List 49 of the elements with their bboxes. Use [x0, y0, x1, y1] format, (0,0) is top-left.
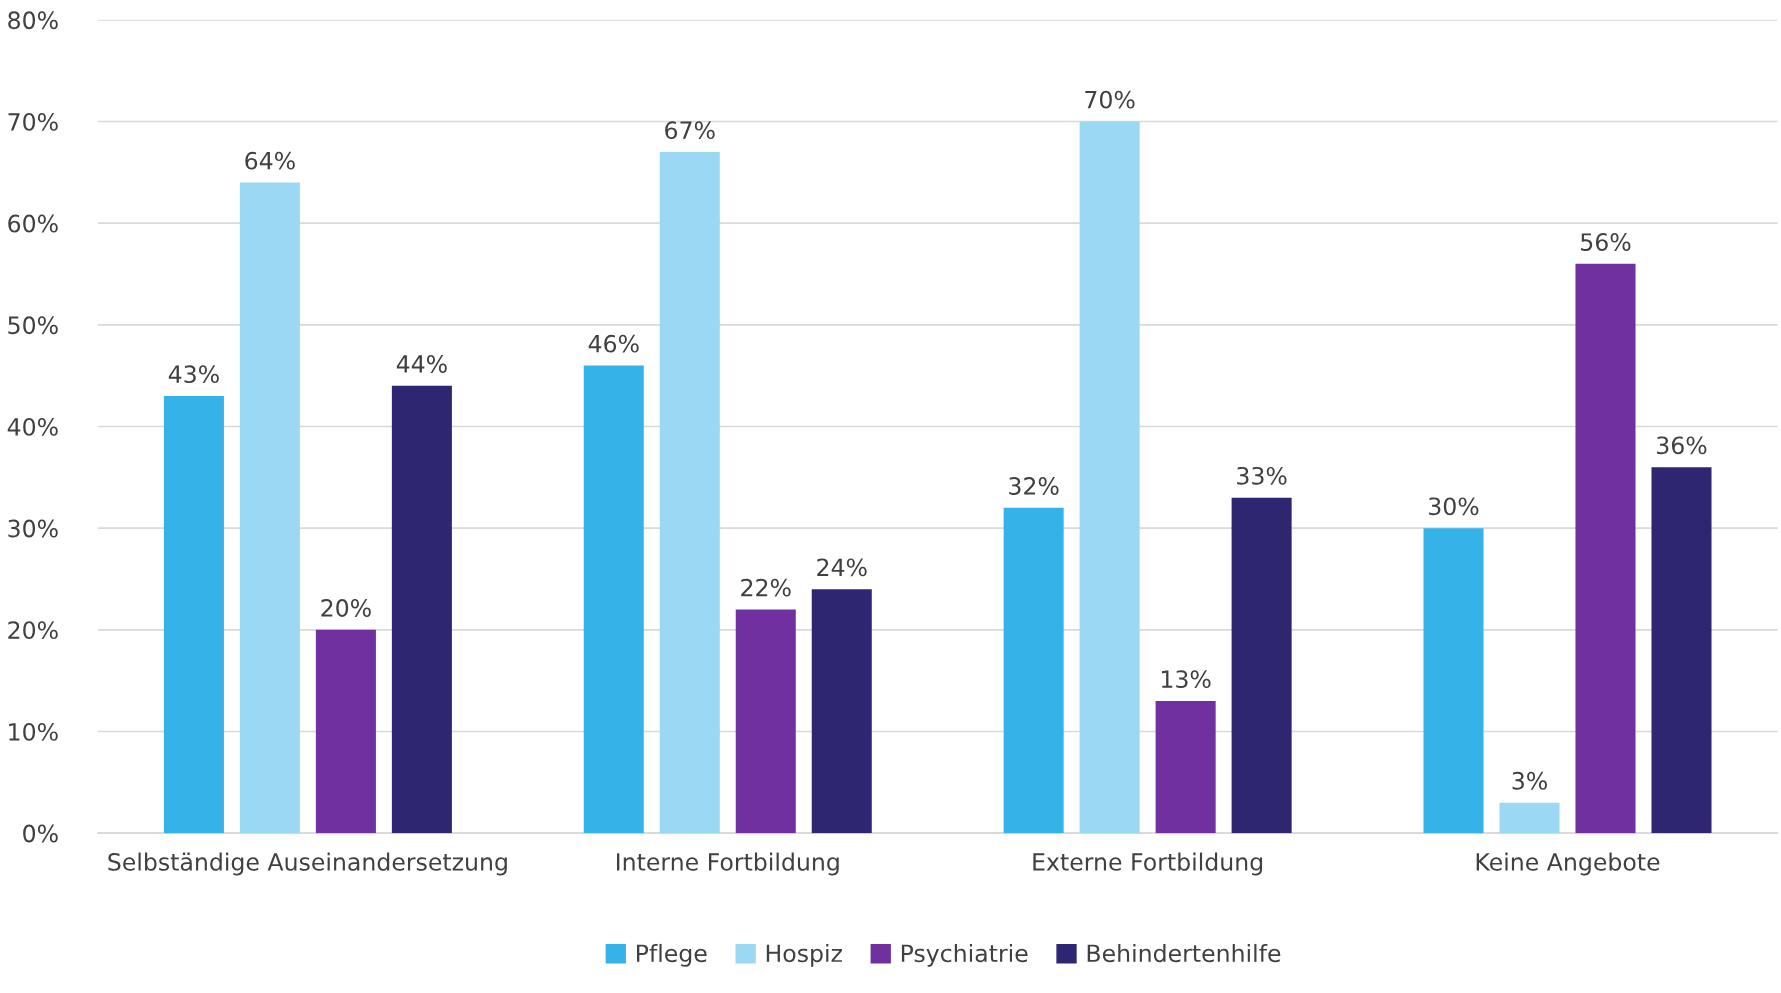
data-label: 13%: [1161, 670, 1211, 689]
bar: [1155, 700, 1216, 834]
data-label: 64%: [245, 151, 295, 170]
bar: [1651, 467, 1712, 834]
x-tick-label: Interne Fortbildung: [617, 852, 839, 876]
legend-label: Psychiatrie: [901, 943, 1028, 967]
bar: [163, 396, 224, 834]
bar: [239, 182, 300, 834]
legend-label: Pflege: [637, 943, 707, 967]
data-label: 24%: [817, 558, 867, 577]
data-label: 46%: [588, 334, 639, 353]
data-label: 22%: [741, 578, 791, 597]
bar: [1003, 507, 1064, 834]
bar: [659, 152, 720, 834]
y-tick-label: 40%: [7, 417, 58, 436]
bar: [315, 629, 376, 834]
y-tick-label: 20%: [8, 621, 58, 640]
data-label: 33%: [1237, 466, 1287, 485]
data-label: 3%: [1512, 771, 1547, 790]
data-label: 44%: [396, 355, 447, 373]
y-tick-label: 70%: [8, 112, 58, 131]
bar: [1575, 263, 1636, 834]
x-tick-label: Selbständige Auseinandersetzung: [108, 852, 507, 876]
data-label: 20%: [321, 599, 371, 617]
legend-label: Hospiz: [766, 943, 842, 967]
y-tick-label: 10%: [9, 722, 58, 741]
legend-label: Behindertenhilfe: [1087, 943, 1281, 963]
bar: [391, 385, 452, 834]
bar: [735, 609, 796, 834]
data-label: 56%: [1581, 233, 1631, 251]
x-tick-label: Externe Fortbildung: [1033, 852, 1263, 876]
y-tick-label: 30%: [8, 519, 58, 538]
y-tick-label: 0%: [23, 824, 58, 843]
bar: [1499, 802, 1560, 834]
bar: [1231, 497, 1292, 834]
bar: [583, 365, 644, 834]
bar: [1423, 528, 1484, 834]
data-label: 36%: [1657, 436, 1707, 455]
y-tick-label: 80%: [8, 11, 58, 30]
x-tick-label: Keine Angebote: [1476, 852, 1660, 876]
data-label: 43%: [168, 365, 219, 384]
bar: [1079, 121, 1140, 834]
bar: [811, 589, 872, 834]
data-label: 67%: [665, 121, 715, 140]
data-label: 30%: [1429, 497, 1479, 516]
data-label: 70%: [1085, 90, 1135, 109]
y-tick-label: 50%: [8, 316, 58, 335]
y-tick-label: 60%: [8, 214, 58, 233]
data-label: 32%: [1009, 477, 1059, 495]
